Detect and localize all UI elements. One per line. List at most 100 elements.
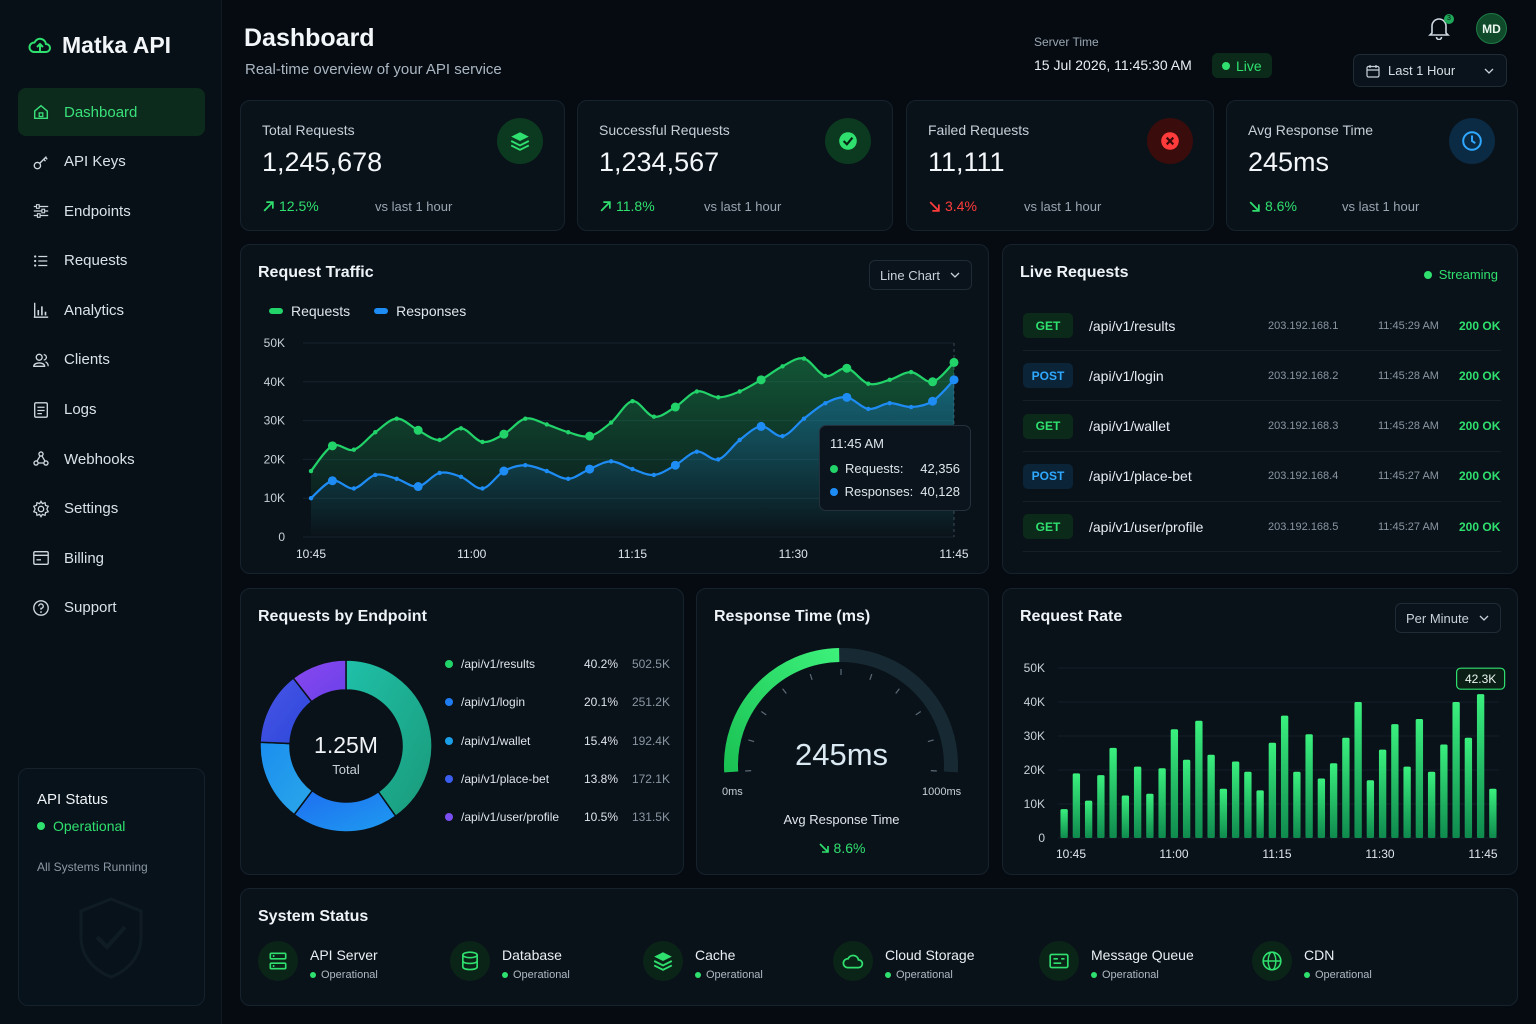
system-status-item-cloud-storage[interactable]: Cloud Storage Operational [833,941,975,981]
sidebar-item-settings[interactable]: Settings [18,485,205,533]
rate-bar[interactable] [1072,773,1081,838]
sidebar-item-api-keys[interactable]: API Keys [18,138,205,186]
data-point[interactable] [780,364,785,369]
rate-bar[interactable] [1121,795,1130,839]
sidebar-item-billing[interactable]: Billing [18,534,205,582]
system-status-item-database[interactable]: Database Operational [450,941,570,981]
data-point[interactable] [608,420,614,425]
sidebar-item-requests[interactable]: Requests [18,237,205,285]
rate-bar[interactable] [1268,742,1277,838]
data-point[interactable] [716,395,721,400]
rate-bar[interactable] [1195,720,1203,838]
rate-bar[interactable] [1207,754,1215,838]
live-request-row[interactable]: GET/api/v1/results 203.192.168.1 11:45:29 … [1023,301,1501,351]
rate-bar[interactable] [1415,719,1424,838]
rate-bar[interactable] [1158,768,1166,838]
live-request-row[interactable]: POST/api/v1/place-bet 203.192.168.4 11:45:… [1023,452,1501,502]
data-point[interactable] [544,468,549,474]
data-point[interactable] [670,460,680,470]
data-point[interactable] [480,486,485,491]
rate-bar[interactable] [1219,788,1228,838]
data-point[interactable] [842,392,852,402]
data-point[interactable] [480,439,485,445]
data-point[interactable] [908,404,914,410]
data-point[interactable] [756,421,766,431]
data-point[interactable] [351,447,357,452]
data-point[interactable] [716,457,721,462]
system-status-item-cdn[interactable]: CDN Operational [1252,941,1372,981]
live-request-row[interactable]: GET/api/v1/wallet 203.192.168.3 11:45:28 A… [1023,402,1501,452]
data-point[interactable] [585,464,595,474]
data-point[interactable] [801,356,807,361]
rate-bar[interactable] [1170,729,1179,838]
data-point[interactable] [327,476,337,486]
rate-bar[interactable] [1329,763,1338,838]
rate-bar[interactable] [1366,780,1375,838]
rate-bar[interactable] [1391,724,1399,838]
live-request-row[interactable]: POST/api/v1/login 203.192.168.2 11:45:28 A… [1023,351,1501,402]
system-status-item-api-server[interactable]: API Server Operational [258,941,378,981]
data-point[interactable] [651,472,657,478]
data-point[interactable] [608,459,614,464]
data-point[interactable] [887,400,892,406]
data-point[interactable] [523,463,528,468]
rate-unit-select[interactable]: Per Minute [1395,603,1501,633]
rate-bar[interactable] [1305,734,1313,838]
data-point[interactable] [842,363,852,373]
rate-bar[interactable] [1133,766,1142,838]
data-point[interactable] [394,476,399,481]
donut-slice[interactable] [292,659,347,703]
data-point[interactable] [737,437,742,443]
data-point[interactable] [308,496,314,501]
rate-bar[interactable] [1084,800,1093,838]
data-point[interactable] [566,430,571,435]
data-point[interactable] [630,466,635,472]
rate-bar[interactable] [1464,737,1473,838]
endpoint-legend-row[interactable]: /api/v1/wallet 15.4% 192.4K [445,734,670,748]
data-point[interactable] [780,433,785,439]
data-point[interactable] [499,466,509,476]
data-point[interactable] [523,416,528,421]
rate-bar[interactable] [1354,702,1362,838]
time-range-select[interactable]: Last 1 Hour [1353,54,1507,87]
donut-slice[interactable] [293,789,397,833]
donut-slice[interactable] [345,659,433,818]
sidebar-item-clients[interactable]: Clients [18,336,205,384]
data-point[interactable] [458,474,464,480]
data-point[interactable] [737,389,742,394]
rate-bar[interactable] [1182,759,1191,838]
data-point[interactable] [928,377,938,387]
data-point[interactable] [373,430,378,435]
system-status-item-cache[interactable]: Cache Operational [643,941,763,981]
legend-item-requests[interactable]: Requests [269,303,350,319]
data-point[interactable] [458,426,464,431]
bell-icon[interactable] [1428,16,1450,40]
rate-bar[interactable] [1060,809,1068,838]
sidebar-item-support[interactable]: Support [18,584,205,632]
data-point[interactable] [801,416,807,421]
rate-bar[interactable] [1378,749,1387,838]
data-point[interactable] [566,476,571,481]
sidebar-item-webhooks[interactable]: Webhooks [18,435,205,483]
data-point[interactable] [928,396,938,406]
rate-bar[interactable] [1231,761,1240,839]
chart-type-select[interactable]: Line Chart [869,260,972,290]
sidebar-item-logs[interactable]: Logs [18,386,205,434]
endpoint-legend-row[interactable]: /api/v1/results 40.2% 502.5K [445,657,670,671]
data-point[interactable] [394,416,399,421]
endpoint-legend-row[interactable]: /api/v1/place-bet 13.8% 172.1K [445,772,670,786]
rate-bar[interactable] [1317,778,1326,839]
data-point[interactable] [949,375,959,385]
rate-bar[interactable] [1452,702,1460,838]
rate-bar[interactable] [1403,766,1411,838]
data-point[interactable] [756,375,766,385]
data-point[interactable] [823,400,828,406]
live-request-row[interactable]: GET/api/v1/user/profile 203.192.168.5 11:4… [1023,502,1501,553]
data-point[interactable] [694,389,699,394]
rate-bar[interactable] [1109,747,1117,838]
data-point[interactable] [585,431,595,441]
data-point[interactable] [351,486,357,491]
rate-bar[interactable] [1256,790,1264,838]
data-point[interactable] [949,357,959,367]
endpoint-legend-row[interactable]: /api/v1/user/profile 10.5% 131.5K [445,810,670,824]
